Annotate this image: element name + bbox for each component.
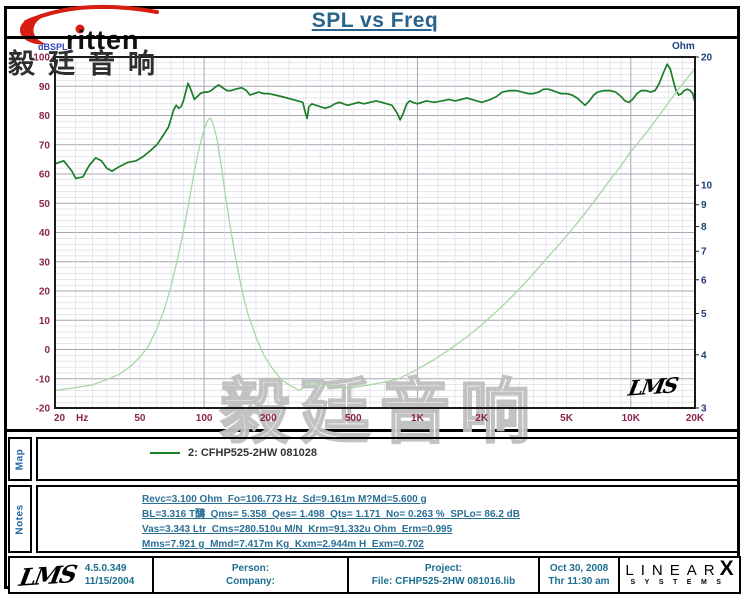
notes-panel: Revc=3.100 Ohm Fo=106.773 Hz Sd=9.161m M… — [36, 485, 740, 553]
person-label: Person: — [231, 563, 270, 574]
footer-datetime-cell: Oct 30, 2008 Thr 11:30 am — [538, 556, 620, 594]
map-panel-tab: Map — [8, 437, 32, 481]
company-label: Company: — [226, 576, 275, 587]
topleft-watermark: 毅廷音响 — [8, 49, 168, 79]
footer-lms-cell: LMS 4.5.0.349 11/15/2004 — [8, 556, 154, 594]
brand-text: ritten — [66, 25, 140, 55]
footer-project-cell: Project: File: CFHP525-2HW 081016.lib — [347, 556, 540, 594]
notes-line-2: BL=3.316 T醻 Qms= 5.358 Qes= 1.498 Qts= 1… — [142, 509, 520, 520]
legend-text: 2: CFHP525-2HW 081028 — [188, 447, 318, 459]
chart-bottom-divider — [4, 429, 740, 432]
header-divider — [4, 36, 740, 39]
chart-title: SPL vs Freq — [311, 9, 439, 32]
footer-person-cell: Person: Company: — [152, 556, 349, 594]
notes-panel-label: Notes — [14, 503, 26, 535]
report-time: Thr 11:30 am — [548, 576, 610, 587]
lms-version-date: 11/15/2004 — [84, 576, 135, 587]
linearx-word: LINEAR — [625, 561, 722, 579]
map-panel-label: Map — [14, 448, 26, 470]
file-line: File: CFHP525-2HW 081016.lib — [371, 576, 516, 587]
lms-version: 4.5.0.349 — [84, 563, 127, 574]
notes-lines: Revc=3.100 Ohm Fo=106.773 Hz Sd=9.161m M… — [38, 487, 738, 552]
linearx-logo: LINEAR X — [625, 556, 734, 580]
lms-chart-mark: LMS — [626, 372, 679, 401]
logo-crescent-icon — [20, 15, 48, 45]
lms-footer-logo: LMS — [16, 558, 78, 592]
footer-linearx-cell: LINEAR X SYSTEMS — [618, 556, 741, 594]
logo-dot-icon — [75, 24, 85, 34]
report-date: Oct 30, 2008 — [549, 563, 609, 574]
legend-line-swatch — [150, 452, 180, 454]
notes-panel-tab: Notes — [8, 485, 32, 553]
logo-swoosh-icon — [24, 4, 159, 24]
project-label: Project: — [424, 563, 463, 574]
notes-line-1: Revc=3.100 Ohm Fo=106.773 Hz Sd=9.161m M… — [142, 494, 427, 505]
linearx-x: X — [719, 556, 734, 580]
linearx-sub: SYSTEMS — [630, 578, 731, 586]
legend-row: 2: CFHP525-2HW 081028 — [38, 439, 738, 459]
map-panel: 2: CFHP525-2HW 081028 — [36, 437, 740, 481]
notes-line-4: Mms=7.921 g Mmd=7.417m Kg Kxm=2.944m H E… — [142, 539, 424, 550]
notes-line-3: Vas=3.343 Ltr Cms=280.510u M/N Krm=91.33… — [142, 524, 453, 535]
